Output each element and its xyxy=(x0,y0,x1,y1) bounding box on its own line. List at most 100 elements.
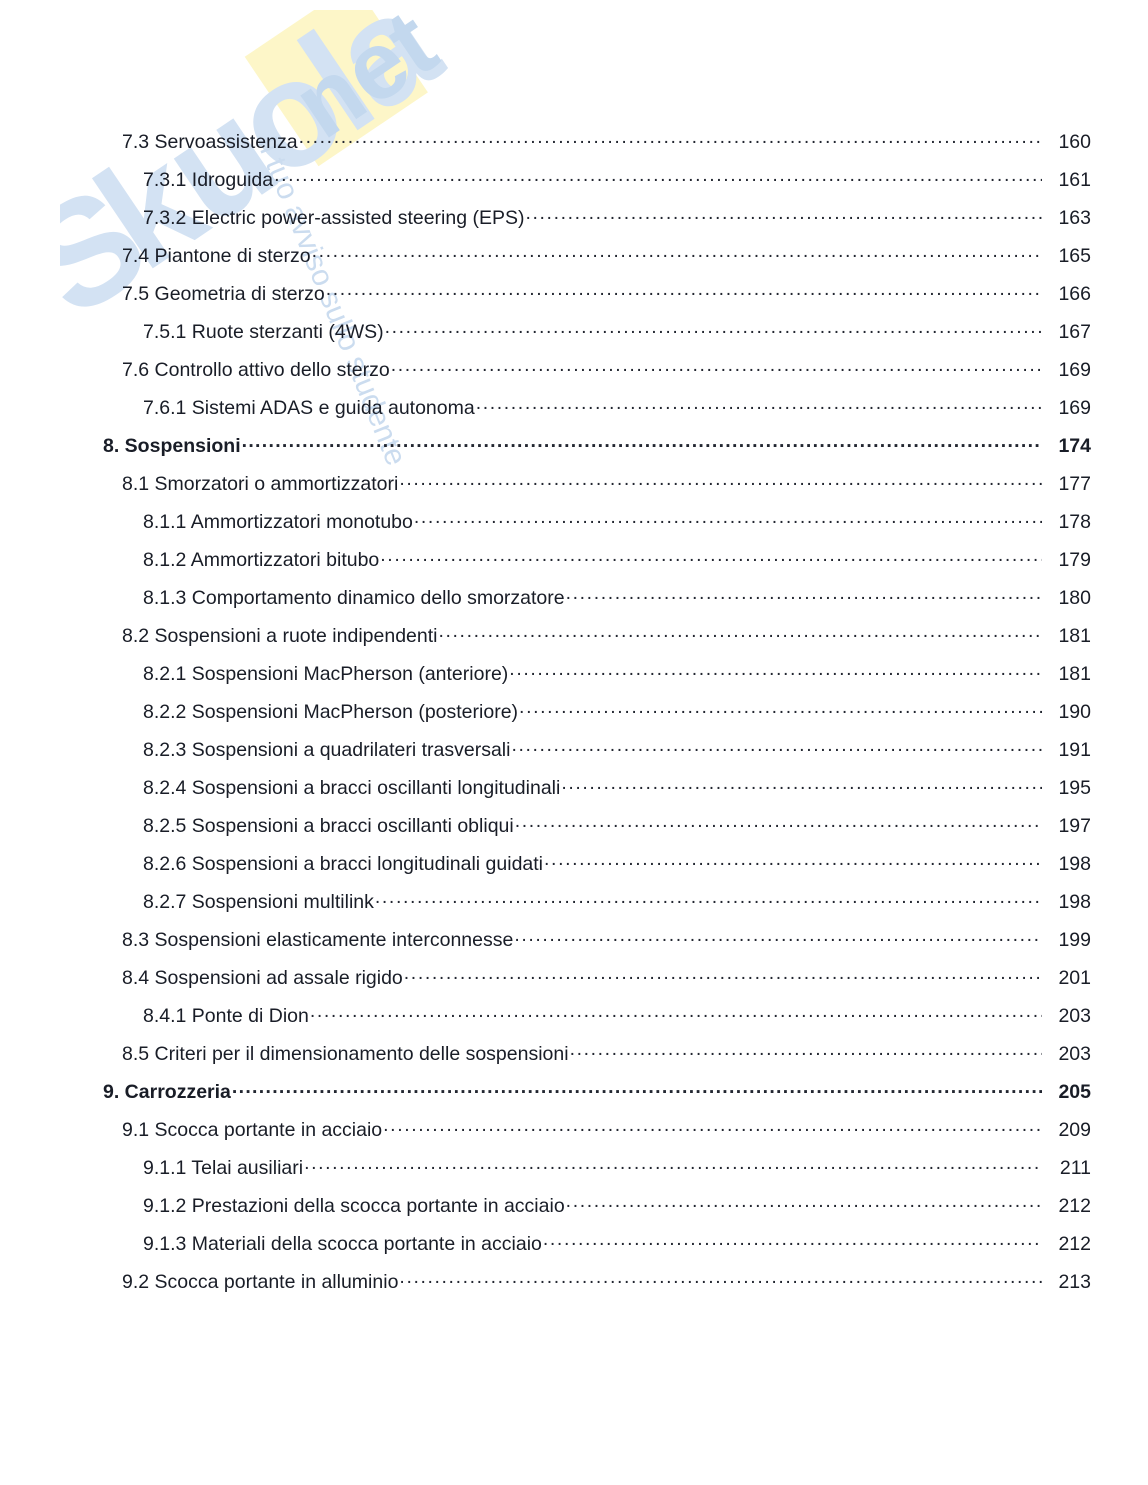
toc-dot-leader xyxy=(570,1040,1042,1060)
toc-entry-label: 8.4.1 Ponte di Dion xyxy=(143,1004,309,1027)
toc-entry[interactable]: 9.1.2 Prestazioni della scocca portante … xyxy=(0,1192,1148,1230)
toc-entry-page-number: 213 xyxy=(1058,1270,1091,1293)
toc-entry-label: 8.4 Sospensioni ad assale rigido xyxy=(122,966,403,989)
toc-entry-label: 9. Carrozzeria xyxy=(103,1080,231,1103)
toc-entry-page-number: 180 xyxy=(1058,586,1091,609)
toc-entry[interactable]: 7.5 Geometria di sterzo 166 xyxy=(0,280,1148,318)
toc-dot-leader xyxy=(383,1116,1042,1136)
toc-dot-leader xyxy=(399,1268,1042,1288)
toc-entry-label: 7.5.1 Ruote sterzanti (4WS) xyxy=(143,320,384,343)
toc-entry-page-number: 169 xyxy=(1058,358,1091,381)
toc-entry[interactable]: 9.1 Scocca portante in acciaio 209 xyxy=(0,1116,1148,1154)
toc-entry-label: 8.2 Sospensioni a ruote indipendenti xyxy=(122,624,438,647)
toc-entry-page-number: 198 xyxy=(1058,852,1091,875)
toc-dot-leader xyxy=(385,318,1042,338)
toc-dot-leader xyxy=(515,812,1042,832)
toc-entry[interactable]: 7.4 Piantone di sterzo 165 xyxy=(0,242,1148,280)
toc-entry[interactable]: 9.1.3 Materiali della scocca portante in… xyxy=(0,1230,1148,1268)
toc-entry-label: 7.3.1 Idroguida xyxy=(143,168,274,191)
toc-entry-label: 8.2.2 Sospensioni MacPherson (posteriore… xyxy=(143,700,519,723)
toc-entry-label: 9.1 Scocca portante in acciaio xyxy=(122,1118,383,1141)
toc-entry[interactable]: 8.2.7 Sospensioni multilink 198 xyxy=(0,888,1148,926)
toc-dot-leader xyxy=(566,1192,1042,1212)
toc-dot-leader xyxy=(544,850,1042,870)
toc-entry-page-number: 163 xyxy=(1058,206,1091,229)
toc-entry-label: 8.1 Smorzatori o ammortizzatori xyxy=(122,472,399,495)
toc-dot-leader xyxy=(232,1078,1042,1098)
toc-entry[interactable]: 8.1.1 Ammortizzatori monotubo 178 xyxy=(0,508,1148,546)
toc-entry-label: 9.1.2 Prestazioni della scocca portante … xyxy=(143,1194,565,1217)
toc-dot-leader xyxy=(526,204,1043,224)
toc-entry-page-number: 181 xyxy=(1058,662,1091,685)
toc-entry[interactable]: 8.1.2 Ammortizzatori bitubo 179 xyxy=(0,546,1148,584)
toc-dot-leader xyxy=(404,964,1042,984)
toc-entry-label: 8.1.2 Ammortizzatori bitubo xyxy=(143,548,380,571)
toc-entry-page-number: 181 xyxy=(1058,624,1091,647)
toc-dot-leader xyxy=(274,166,1042,186)
toc-dot-leader xyxy=(304,1154,1042,1174)
toc-entry[interactable]: 8.2.4 Sospensioni a bracci oscillanti lo… xyxy=(0,774,1148,812)
toc-entry[interactable]: 9.2 Scocca portante in alluminio 213 xyxy=(0,1268,1148,1306)
toc-entry[interactable]: 7.6.1 Sistemi ADAS e guida autonoma 169 xyxy=(0,394,1148,432)
toc-entry[interactable]: 8.4.1 Ponte di Dion 203 xyxy=(0,1002,1148,1040)
toc-entry[interactable]: 8.4 Sospensioni ad assale rigido 201 xyxy=(0,964,1148,1002)
toc-entry-label: 8.2.7 Sospensioni multilink xyxy=(143,890,374,913)
toc-entry[interactable]: 8.2.6 Sospensioni a bracci longitudinali… xyxy=(0,850,1148,888)
toc-entry-page-number: 211 xyxy=(1059,1156,1091,1179)
toc-entry[interactable]: 8.1 Smorzatori o ammortizzatori 177 xyxy=(0,470,1148,508)
toc-entry-page-number: 197 xyxy=(1058,814,1091,837)
toc-entry-page-number: 203 xyxy=(1058,1042,1091,1065)
toc-entry-label: 9.2 Scocca portante in alluminio xyxy=(122,1270,399,1293)
toc-dot-leader xyxy=(511,736,1042,756)
toc-entry[interactable]: 7.3.1 Idroguida 161 xyxy=(0,166,1148,204)
toc-dot-leader xyxy=(566,584,1042,604)
toc-entry-page-number: 212 xyxy=(1058,1194,1091,1217)
toc-entry-label: 7.5 Geometria di sterzo xyxy=(122,282,325,305)
toc-dot-leader xyxy=(543,1230,1042,1250)
toc-entry[interactable]: 9. Carrozzeria 205 xyxy=(0,1078,1148,1116)
toc-entry-label: 8.2.6 Sospensioni a bracci longitudinali… xyxy=(143,852,544,875)
toc-entry-page-number: 199 xyxy=(1058,928,1091,951)
toc-entry[interactable]: 7.6 Controllo attivo dello sterzo 169 xyxy=(0,356,1148,394)
toc-entry-page-number: 191 xyxy=(1058,738,1091,761)
toc-entry-label: 7.6.1 Sistemi ADAS e guida autonoma xyxy=(143,396,475,419)
toc-entry[interactable]: 8.1.3 Comportamento dinamico dello smorz… xyxy=(0,584,1148,622)
toc-entry-page-number: 190 xyxy=(1058,700,1091,723)
toc-dot-leader xyxy=(519,698,1042,718)
toc-dot-leader xyxy=(242,432,1042,452)
toc-entry[interactable]: 8. Sospensioni 174 xyxy=(0,432,1148,470)
toc-entry[interactable]: 8.2.5 Sospensioni a bracci oscillanti ob… xyxy=(0,812,1148,850)
toc-entry-page-number: 212 xyxy=(1058,1232,1091,1255)
toc-entry[interactable]: 8.5 Criteri per il dimensionamento delle… xyxy=(0,1040,1148,1078)
toc-entry-page-number: 169 xyxy=(1058,396,1091,419)
toc-entry[interactable]: 8.2.1 Sospensioni MacPherson (anteriore)… xyxy=(0,660,1148,698)
toc-dot-leader xyxy=(399,470,1042,490)
toc-entry-page-number: 174 xyxy=(1058,434,1091,457)
toc-entry-page-number: 160 xyxy=(1058,130,1091,153)
toc-entry-label: 8.1.3 Comportamento dinamico dello smorz… xyxy=(143,586,565,609)
toc-dot-leader xyxy=(561,774,1042,794)
toc-entry[interactable]: 7.3 Servoassistenza 160 xyxy=(0,128,1148,166)
toc-entry[interactable]: 8.2.3 Sospensioni a quadrilateri trasver… xyxy=(0,736,1148,774)
toc-entry-page-number: 209 xyxy=(1058,1118,1091,1141)
toc-entry[interactable]: 7.3.2 Electric power-assisted steering (… xyxy=(0,204,1148,242)
toc-dot-leader xyxy=(326,280,1042,300)
toc-entry-page-number: 198 xyxy=(1058,890,1091,913)
toc-entry-label: 8.1.1 Ammortizzatori monotubo xyxy=(143,510,413,533)
toc-dot-leader xyxy=(391,356,1042,376)
toc-entry[interactable]: 7.5.1 Ruote sterzanti (4WS) 167 xyxy=(0,318,1148,356)
toc-dot-leader xyxy=(476,394,1042,414)
toc-entry-label: 8.2.5 Sospensioni a bracci oscillanti ob… xyxy=(143,814,514,837)
toc-dot-leader xyxy=(310,1002,1042,1022)
toc-entry[interactable]: 9.1.1 Telai ausiliari 211 xyxy=(0,1154,1148,1192)
toc-entry[interactable]: 8.2 Sospensioni a ruote indipendenti 181 xyxy=(0,622,1148,660)
toc-dot-leader xyxy=(514,926,1042,946)
toc-entry[interactable]: 8.2.2 Sospensioni MacPherson (posteriore… xyxy=(0,698,1148,736)
toc-dot-leader xyxy=(414,508,1042,528)
toc-entry-label: 7.4 Piantone di sterzo xyxy=(122,244,311,267)
toc-entry-label: 7.6 Controllo attivo dello sterzo xyxy=(122,358,390,381)
toc-dot-leader xyxy=(299,128,1042,148)
toc-entry[interactable]: 8.3 Sospensioni elasticamente interconne… xyxy=(0,926,1148,964)
toc-entry-page-number: 205 xyxy=(1058,1080,1091,1103)
